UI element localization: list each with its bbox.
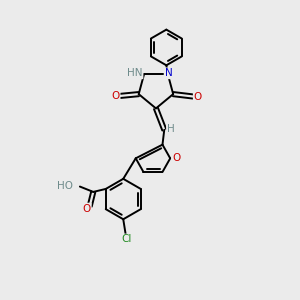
Text: H: H (167, 124, 175, 134)
Text: O: O (82, 204, 91, 214)
Text: Cl: Cl (121, 235, 131, 244)
Text: N: N (165, 68, 172, 78)
Text: O: O (111, 91, 120, 101)
Text: HN: HN (127, 68, 142, 78)
Text: O: O (172, 153, 180, 163)
Text: O: O (194, 92, 202, 101)
Text: HO: HO (57, 181, 73, 191)
